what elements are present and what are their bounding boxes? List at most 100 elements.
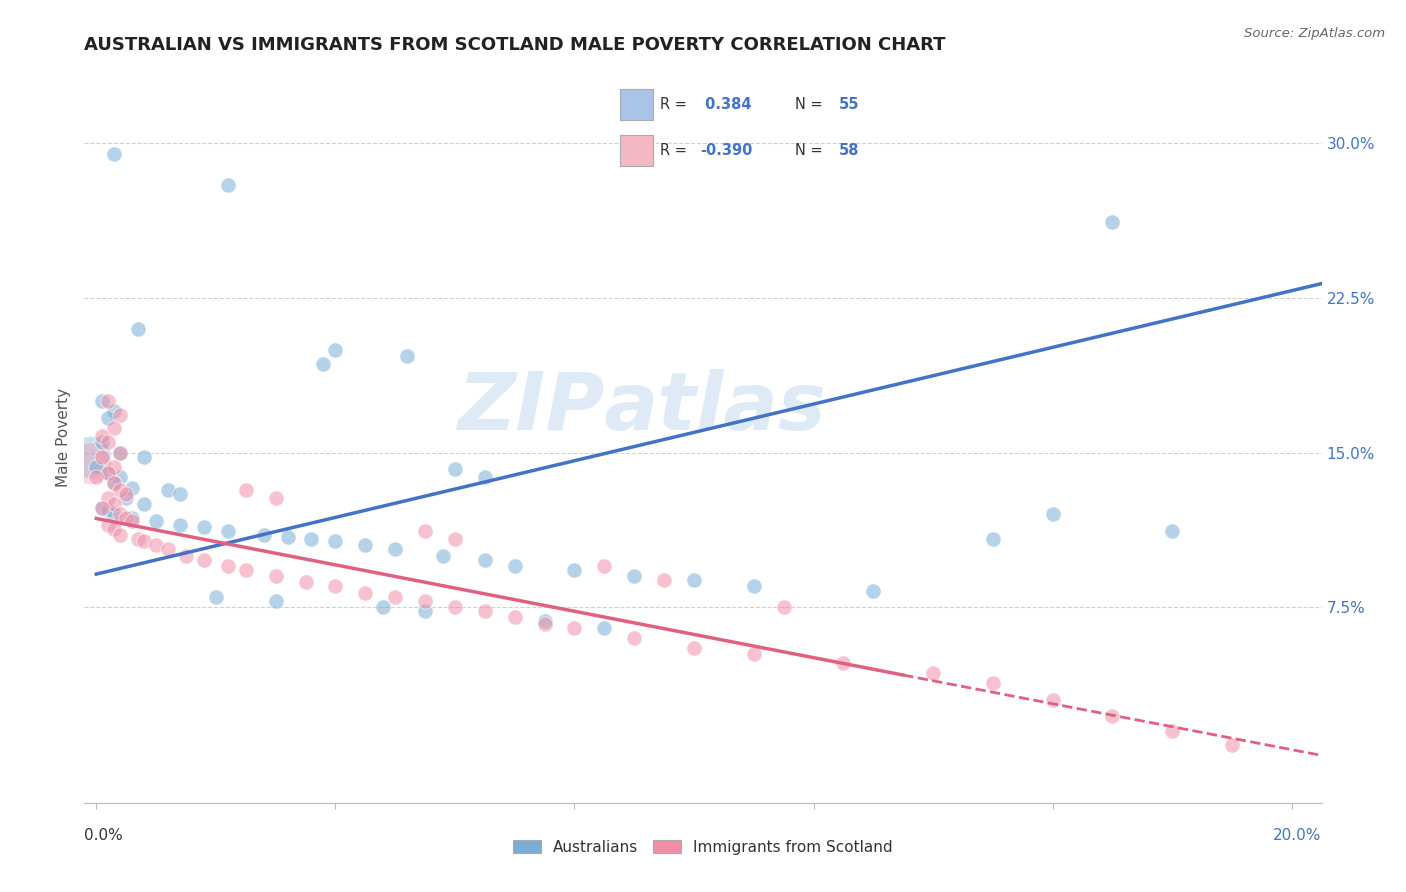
Point	[86, 459, 108, 474]
Point	[432, 549, 454, 563]
Point	[325, 534, 347, 549]
Point	[1161, 723, 1184, 738]
Point	[97, 394, 120, 409]
Point	[115, 491, 138, 505]
Point	[157, 542, 180, 557]
Point	[981, 676, 1004, 690]
Legend: Australians, Immigrants from Scotland: Australians, Immigrants from Scotland	[508, 834, 898, 861]
Point	[772, 600, 794, 615]
Point	[354, 538, 377, 552]
Point	[1161, 524, 1184, 538]
Point	[91, 501, 114, 516]
Point	[373, 600, 395, 615]
Point	[79, 456, 101, 470]
Point	[533, 615, 555, 629]
Point	[110, 483, 132, 497]
Point	[121, 511, 143, 525]
Point	[91, 501, 114, 516]
Point	[103, 459, 125, 474]
Point	[354, 585, 377, 599]
Text: 58: 58	[839, 144, 859, 158]
Point	[384, 542, 406, 557]
Point	[110, 470, 132, 484]
Point	[157, 483, 180, 497]
Point	[312, 357, 335, 371]
Point	[444, 600, 467, 615]
Text: Source: ZipAtlas.com: Source: ZipAtlas.com	[1244, 27, 1385, 40]
Point	[121, 481, 143, 495]
Point	[623, 569, 645, 583]
Point	[413, 604, 436, 618]
Point	[174, 549, 197, 563]
Point	[533, 616, 555, 631]
Point	[91, 435, 114, 450]
Point	[103, 476, 125, 491]
Point	[121, 514, 143, 528]
Point	[91, 450, 114, 464]
Point	[325, 579, 347, 593]
Point	[134, 497, 156, 511]
Point	[110, 445, 132, 459]
Point	[97, 466, 120, 480]
Text: 0.384: 0.384	[700, 97, 752, 112]
Point	[134, 450, 156, 464]
Point	[103, 404, 125, 418]
Point	[91, 394, 114, 409]
Point	[277, 530, 299, 544]
Text: 55: 55	[839, 97, 859, 112]
Point	[97, 503, 120, 517]
Point	[413, 524, 436, 538]
Point	[97, 410, 120, 425]
Point	[742, 648, 765, 662]
Point	[862, 583, 884, 598]
Point	[652, 574, 675, 588]
Point	[193, 519, 215, 533]
Point	[145, 514, 167, 528]
Point	[1101, 215, 1123, 229]
Point	[742, 579, 765, 593]
Point	[922, 665, 945, 680]
Point	[97, 491, 120, 505]
Point	[503, 610, 526, 624]
Point	[235, 483, 257, 497]
Point	[264, 594, 287, 608]
Text: R =: R =	[661, 144, 688, 158]
Point	[169, 487, 191, 501]
Point	[444, 462, 467, 476]
Point	[217, 524, 239, 538]
Point	[97, 466, 120, 480]
Point	[1042, 508, 1064, 522]
Point	[127, 532, 149, 546]
Point	[444, 532, 467, 546]
Point	[86, 470, 108, 484]
Point	[474, 604, 496, 618]
Point	[564, 621, 586, 635]
Point	[115, 487, 138, 501]
Point	[97, 435, 120, 450]
Point	[145, 538, 167, 552]
Point	[503, 558, 526, 573]
Point	[253, 528, 276, 542]
Text: 0.0%: 0.0%	[84, 828, 124, 843]
Point	[217, 178, 239, 192]
Point	[103, 508, 125, 522]
Text: ZIP: ZIP	[457, 368, 605, 447]
Point	[97, 517, 120, 532]
Point	[264, 569, 287, 583]
Point	[264, 491, 287, 505]
Point	[103, 522, 125, 536]
Point	[110, 528, 132, 542]
Point	[981, 532, 1004, 546]
Point	[127, 322, 149, 336]
Text: R =: R =	[661, 97, 688, 112]
Point	[91, 429, 114, 443]
Point	[110, 445, 132, 459]
Point	[832, 656, 855, 670]
Point	[564, 563, 586, 577]
Text: AUSTRALIAN VS IMMIGRANTS FROM SCOTLAND MALE POVERTY CORRELATION CHART: AUSTRALIAN VS IMMIGRANTS FROM SCOTLAND M…	[84, 36, 946, 54]
Point	[1220, 738, 1243, 752]
Bar	[620, 136, 652, 166]
Point	[103, 421, 125, 435]
Point	[593, 621, 616, 635]
Point	[1101, 709, 1123, 723]
